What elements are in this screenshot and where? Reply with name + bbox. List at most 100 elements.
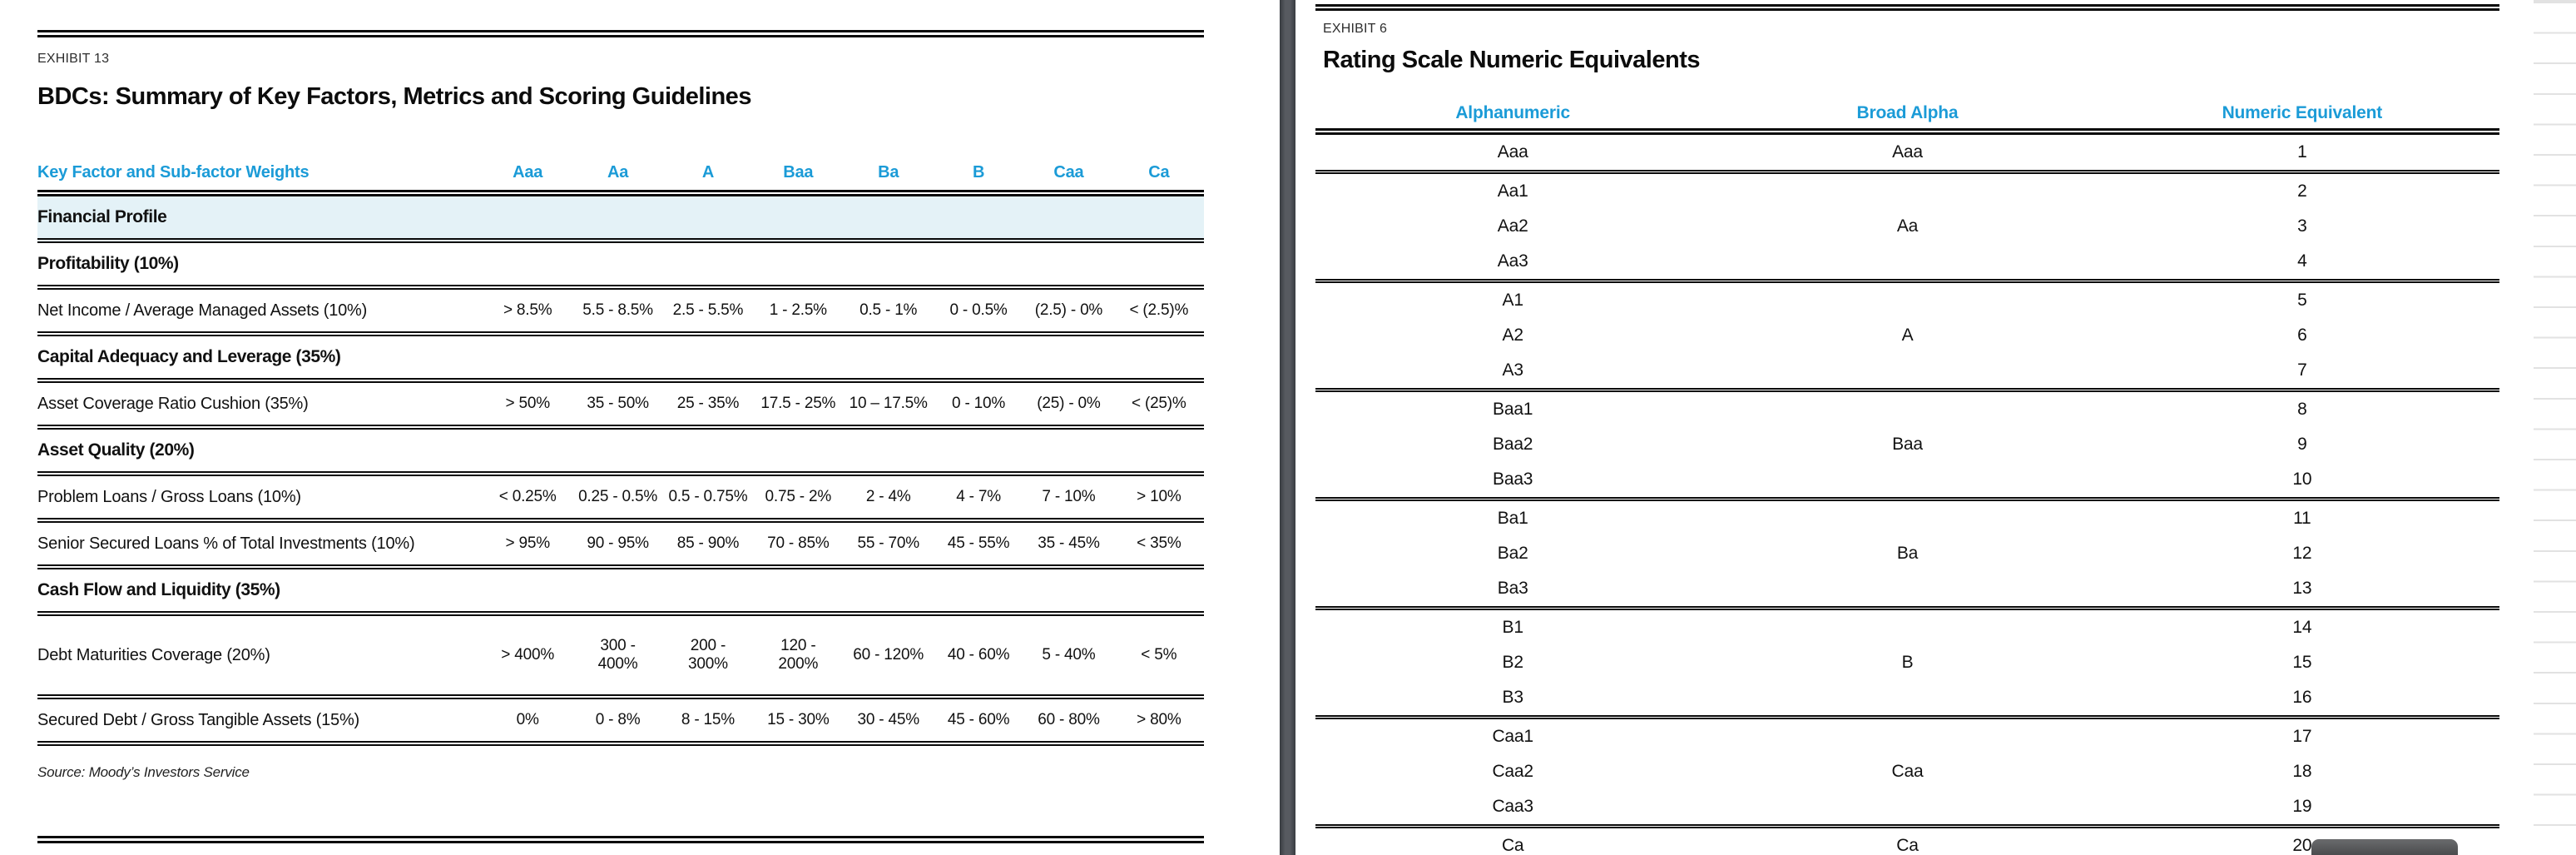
- rating-cell: Ba2: [1497, 544, 1528, 563]
- metric-label: Secured Debt / Gross Tangible Assets (15…: [37, 710, 359, 729]
- rating-cell: 3: [2297, 216, 2307, 236]
- rating-cell: 4: [2297, 251, 2307, 271]
- metric-label: Net Income / Average Managed Assets (10%…: [37, 301, 368, 320]
- metric-value: < (25)%: [1131, 395, 1186, 413]
- metric-value: > 95%: [505, 534, 550, 553]
- metric-value: 0 - 0.5%: [949, 301, 1008, 320]
- metric-value: 0 - 10%: [952, 395, 1006, 413]
- exhibit-13-title: BDCs: Summary of Key Factors, Metrics an…: [37, 83, 751, 110]
- rating-cell: 5: [2297, 291, 2307, 310]
- rating-row: Aa3 4: [1315, 244, 2499, 279]
- rating-row: B3 16: [1315, 680, 2499, 715]
- rating-cell: 17: [2292, 727, 2312, 746]
- metric-row: Debt Maturities Coverage (20%) > 400% 300 …: [37, 616, 1204, 699]
- rating-row: Ba3 13: [1315, 571, 2499, 606]
- page-exhibit-13: EXHIBIT 13 BDCs: Summary of Key Factors,…: [0, 0, 1280, 855]
- rating-group: A1 5 A2 A 6 A3 7: [1315, 283, 2499, 392]
- metric-value: < 5%: [1141, 646, 1177, 664]
- rating-cell: 14: [2292, 618, 2312, 637]
- rating-cell: 9: [2297, 435, 2307, 454]
- metric-value: 17.5 - 25%: [760, 395, 836, 413]
- rating-row: A1 5: [1315, 283, 2499, 318]
- rating-cell: 2: [2297, 181, 2307, 201]
- rating-cell: 13: [2292, 579, 2312, 598]
- rating-column-header: Ca: [1148, 162, 1170, 181]
- metric-label: Problem Loans / Gross Loans (10%): [37, 487, 301, 506]
- metric-value: 30 - 45%: [857, 711, 919, 729]
- rating-cell: Ba: [1896, 544, 1919, 563]
- rating-group: Ba1 11 Ba2 Ba 12 Ba3 13: [1315, 501, 2499, 610]
- vertical-scrollbar[interactable]: [1280, 0, 1295, 855]
- rating-group: Aa1 2 Aa2 Aa 3 Aa3 4: [1315, 174, 2499, 283]
- section-row: Capital Adequacy and Leverage (35%): [37, 336, 1204, 383]
- rating-cell: Baa1: [1493, 400, 1533, 419]
- rating-cell: 11: [2293, 509, 2311, 528]
- rating-row: Baa3 10: [1315, 462, 2499, 497]
- rating-scale-column-header: Broad Alpha: [1856, 103, 1959, 122]
- rating-column-header: Caa: [1053, 162, 1084, 181]
- rating-cell: Aa: [1896, 216, 1919, 236]
- metric-row: Problem Loans / Gross Loans (10%) < 0.25%…: [37, 476, 1204, 523]
- rating-cell: Aa2: [1497, 216, 1528, 236]
- exhibit-6-title: Rating Scale Numeric Equivalents: [1323, 47, 1700, 73]
- metric-value: < 35%: [1137, 534, 1181, 553]
- metric-row: Asset Coverage Ratio Cushion (35%) > 50% 3…: [37, 383, 1204, 430]
- rating-group: Caa1 17 Caa2 Caa 18 Caa3 19: [1315, 719, 2499, 828]
- exhibit-13-label: EXHIBIT 13: [37, 52, 110, 66]
- rating-cell: Caa1: [1492, 727, 1533, 746]
- rating-cell: B2: [1502, 653, 1523, 672]
- band-label: Financial Profile: [37, 207, 167, 226]
- rating-cell: B1: [1502, 618, 1523, 637]
- rating-cell: Baa: [1892, 435, 1923, 454]
- rating-row: Ba1 11: [1315, 501, 2499, 536]
- rating-cell: A: [1901, 326, 1914, 345]
- rating-column-header: Aa: [607, 162, 629, 181]
- rating-group: Baa1 8 Baa2 Baa 9 Baa3 10: [1315, 392, 2499, 501]
- metric-value: 8 - 15%: [681, 711, 735, 729]
- metric-value: 40 - 60%: [947, 646, 1010, 664]
- rating-cell: A1: [1502, 291, 1523, 310]
- metric-value: < (2.5)%: [1129, 301, 1189, 320]
- rating-group: Aaa Aaa 1: [1315, 135, 2499, 174]
- top-horizontal-rule: [1315, 4, 2499, 11]
- metric-value: > 400%: [501, 646, 555, 664]
- rating-scale-column-header: Numeric Equivalent: [2222, 103, 2383, 122]
- rating-cell: Aaa: [1892, 142, 1923, 162]
- metric-value: > 80%: [1137, 711, 1181, 729]
- rating-cell: Ca: [1501, 836, 1524, 855]
- rating-group: B1 14 B2 B 15 B3 16: [1315, 610, 2499, 719]
- rating-scale-table: Alphanumeric Broad Alpha Numeric Equivalen…: [1315, 98, 2499, 855]
- rating-row: A2 A 6: [1315, 318, 2499, 353]
- metric-row: Net Income / Average Managed Assets (10%…: [37, 290, 1204, 336]
- rating-column-header: Baa: [783, 162, 814, 181]
- metric-value: 0.5 - 0.75%: [668, 488, 748, 506]
- metric-value: 25 - 35%: [676, 395, 740, 413]
- rating-cell: 19: [2292, 797, 2312, 816]
- metric-value: 200 - 300%: [688, 637, 728, 673]
- rating-cell: Aa3: [1497, 251, 1528, 271]
- rating-row: Baa2 Baa 9: [1315, 427, 2499, 462]
- top-horizontal-rule: [37, 30, 1204, 37]
- metric-value: 1 - 2.5%: [769, 301, 827, 320]
- metric-value: 0.25 - 0.5%: [578, 488, 658, 506]
- rating-column-header: Aaa: [513, 162, 543, 181]
- metric-value: 70 - 85%: [767, 534, 830, 553]
- rating-cell: 12: [2292, 544, 2312, 563]
- rating-scale-column-header: Alphanumeric: [1455, 103, 1570, 122]
- rating-cell: Ba1: [1497, 509, 1528, 528]
- rating-cell: Aaa: [1497, 142, 1528, 162]
- rating-cell: A2: [1502, 326, 1523, 345]
- rating-row: Caa1 17: [1315, 719, 2499, 754]
- metric-value: 0.75 - 2%: [765, 488, 832, 506]
- metric-value: 0%: [516, 711, 539, 729]
- metric-value: 7 - 10%: [1042, 488, 1096, 506]
- rating-table-header-row: Alphanumeric Broad Alpha Numeric Equivalen…: [1315, 98, 2499, 135]
- metric-value: > 8.5%: [503, 301, 552, 320]
- horizontal-scrollbar-thumb[interactable]: [2311, 839, 2458, 855]
- adjacent-page-edge: [2534, 0, 2576, 855]
- rating-row: Ca Ca 20: [1315, 828, 2499, 855]
- metric-value: 85 - 90%: [676, 534, 740, 553]
- metric-value: 120 - 200%: [778, 637, 819, 673]
- rating-cell: Ba3: [1497, 579, 1528, 598]
- metric-value: 2.5 - 5.5%: [672, 301, 744, 320]
